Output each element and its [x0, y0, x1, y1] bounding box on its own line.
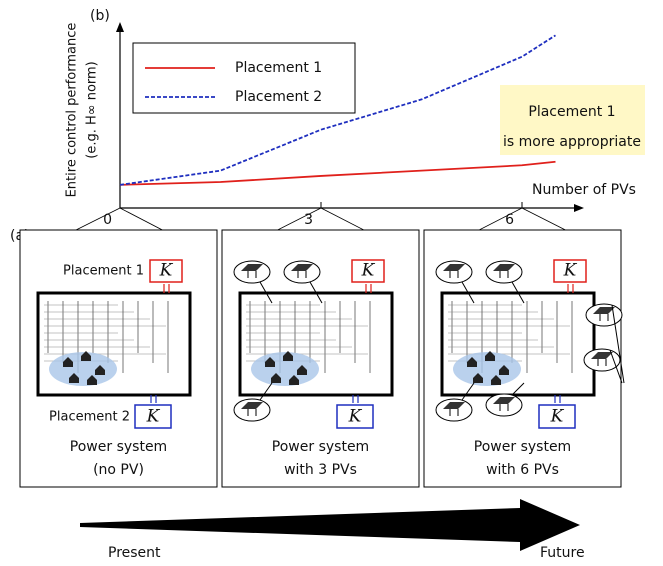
caption: Power system — [474, 439, 571, 455]
caption: Power system — [70, 439, 167, 455]
x-axis-arrow — [574, 204, 584, 212]
controller-label: K — [146, 407, 161, 427]
y-axis-label: (e.g. H∞ norm) — [85, 61, 100, 159]
caption: (no PV) — [93, 462, 144, 478]
y-axis-label: Entire control performance — [65, 23, 80, 198]
controller-label: K — [348, 407, 363, 427]
placement-label: Placement 1 — [63, 264, 144, 279]
y-axis-arrow — [116, 22, 124, 32]
annotation: Placement 1 — [528, 104, 615, 120]
line-series — [120, 162, 556, 185]
caption: with 3 PVs — [284, 462, 357, 478]
controller-label: K — [159, 261, 174, 281]
legend-label: Placement 2 — [235, 89, 322, 105]
x-axis-label: Number of PVs — [532, 182, 636, 198]
annotation: is more appropriate — [503, 134, 641, 150]
legend-label: Placement 1 — [235, 60, 322, 76]
placement-label: Placement 2 — [49, 410, 130, 425]
controller-label: K — [361, 261, 376, 281]
caption: Power system — [272, 439, 369, 455]
controller-label: K — [550, 407, 565, 427]
panel-label: (b) — [90, 8, 110, 24]
figure: (b) (a) Entire control performance (e.g.… — [0, 0, 663, 566]
controller-label: K — [563, 261, 578, 281]
time-arrow — [80, 499, 580, 551]
timeline-end: Future — [540, 545, 585, 561]
timeline-start: Present — [108, 545, 161, 561]
caption: with 6 PVs — [486, 462, 559, 478]
